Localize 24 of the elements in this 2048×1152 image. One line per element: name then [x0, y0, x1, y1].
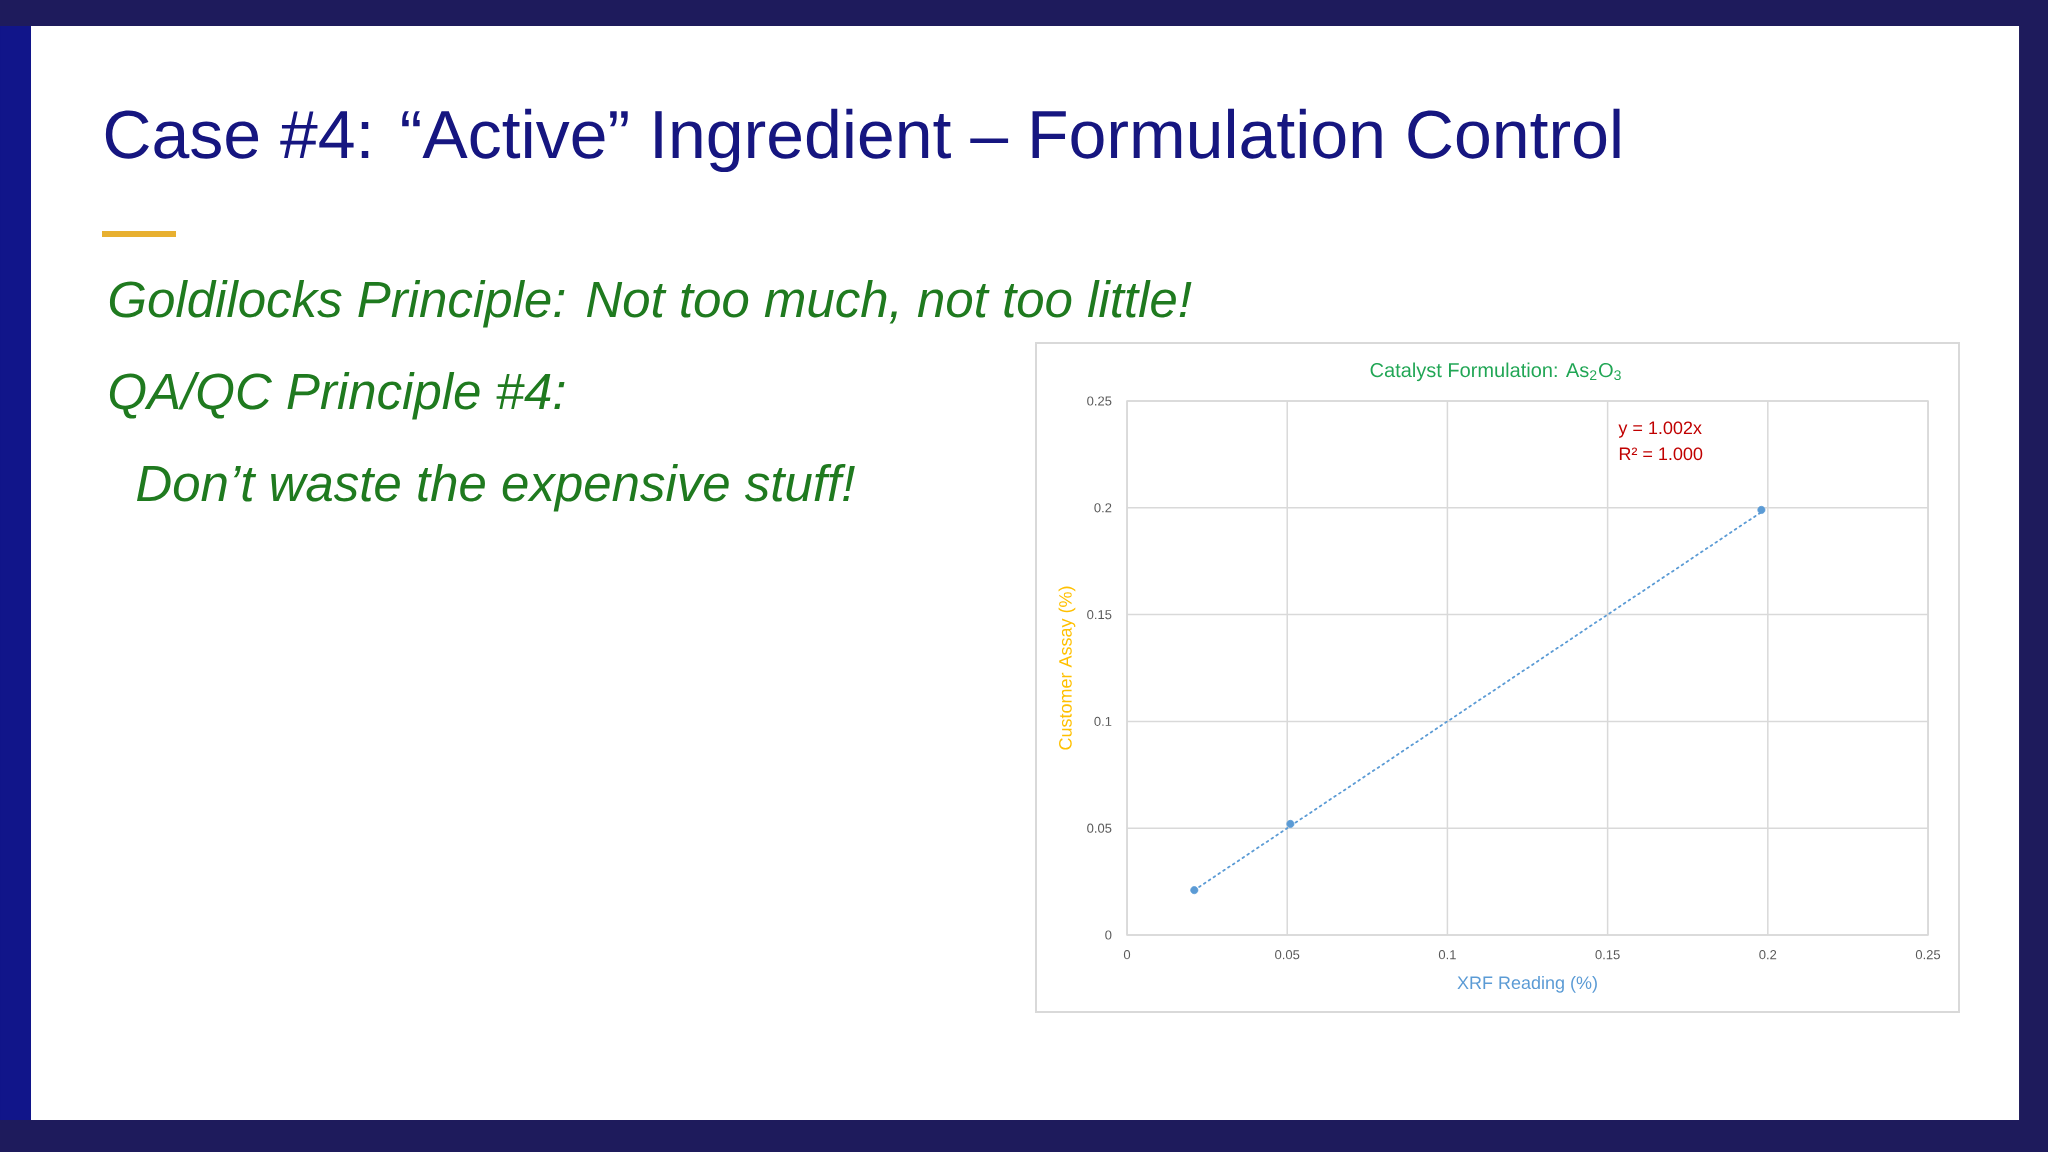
text: Goldilocks Principle: Not too much, not too little!	[109, 280, 1192, 328]
x-tick-label: 0.2	[1759, 950, 1777, 960]
x-tick-label: 0.25	[1915, 950, 1941, 960]
chart-title: Case #4: “Active” Ingredient – Formulation Control	[105, 108, 1620, 173]
y-tick-label: 0.05	[1087, 823, 1112, 833]
point	[1286, 819, 1295, 828]
point	[1190, 886, 1199, 895]
x-tick-label: 0.1	[1438, 950, 1456, 960]
annotation: R² = 1.000	[1619, 447, 1703, 461]
text: Don’t waste the expensive stuff!	[136, 464, 855, 512]
x-tick-label: 0	[1123, 950, 1131, 960]
x-tick-label: 0.05	[1275, 950, 1300, 960]
y-tick-label: 0.2	[1094, 503, 1112, 513]
y-axis-title: Customer Assay (%)	[1058, 586, 1076, 750]
y-tick-label: 0	[1105, 930, 1112, 940]
x-axis-title: XRF Reading (%)	[1457, 975, 1597, 993]
y-tick-label: 0.15	[1087, 610, 1112, 620]
text: QA/QC Principle #4:	[109, 372, 565, 420]
y-tick-label: 0.1	[1094, 716, 1112, 726]
x-tick-label: 0.15	[1595, 950, 1620, 960]
chart-subtitle: Catalyst Formulation: As$_{2}$O$_{3}$	[1370, 362, 1621, 382]
annotation: y = 1.002x	[1618, 421, 1702, 438]
y-tick-label: 0.25	[1087, 396, 1112, 406]
point	[1757, 505, 1766, 514]
